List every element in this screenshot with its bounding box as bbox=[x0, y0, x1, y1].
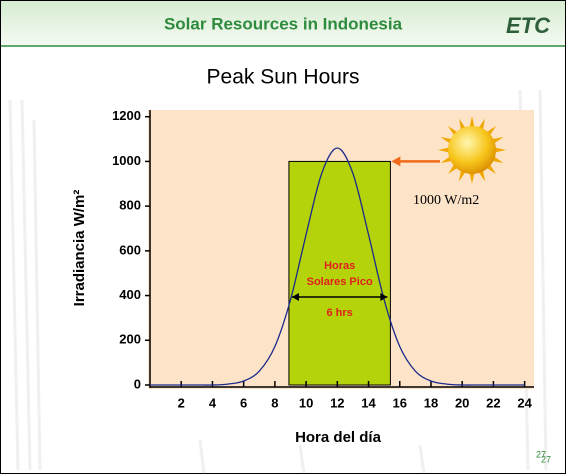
x-axis-label: Hora del día bbox=[295, 429, 382, 446]
x-tick-label: 20 bbox=[455, 395, 469, 410]
y-axis-label: Irradiancia W/m² bbox=[71, 190, 88, 307]
y-tick-label: 1200 bbox=[112, 108, 141, 123]
logo: ETC bbox=[506, 13, 551, 38]
x-tick-label: 8 bbox=[271, 395, 278, 410]
header-title: Solar Resources in Indonesia bbox=[164, 14, 403, 33]
page-number: 27 bbox=[541, 454, 551, 464]
peak-block bbox=[289, 161, 390, 385]
sun-disc bbox=[448, 126, 496, 174]
block-label: Solares Pico bbox=[307, 276, 373, 288]
x-tick-label: 16 bbox=[393, 395, 407, 410]
x-tick-label: 12 bbox=[330, 395, 344, 410]
x-tick-label: 22 bbox=[486, 395, 500, 410]
x-tick-label: 4 bbox=[209, 395, 217, 410]
x-tick-label: 14 bbox=[361, 395, 376, 410]
x-tick-label: 10 bbox=[299, 395, 313, 410]
x-tick-label: 18 bbox=[424, 395, 438, 410]
sun-icon bbox=[438, 116, 506, 184]
x-tick-label: 2 bbox=[178, 395, 185, 410]
y-tick-label: 200 bbox=[119, 332, 141, 347]
slide: Solar Resources in Indonesia ETC Peak Su… bbox=[0, 0, 566, 474]
block-label: Horas bbox=[324, 260, 355, 272]
sun-label: 1000 W/m2 bbox=[413, 193, 479, 208]
y-tick-label: 400 bbox=[119, 287, 141, 302]
chart-title: Peak Sun Hours bbox=[207, 66, 360, 89]
x-tick-label: 24 bbox=[517, 395, 532, 410]
block-duration: 6 hrs bbox=[327, 307, 353, 319]
y-tick-label: 600 bbox=[119, 242, 141, 257]
x-tick-label: 6 bbox=[240, 395, 247, 410]
y-tick-label: 1000 bbox=[112, 153, 141, 168]
y-tick-label: 800 bbox=[119, 198, 141, 213]
y-tick-label: 0 bbox=[134, 376, 141, 391]
